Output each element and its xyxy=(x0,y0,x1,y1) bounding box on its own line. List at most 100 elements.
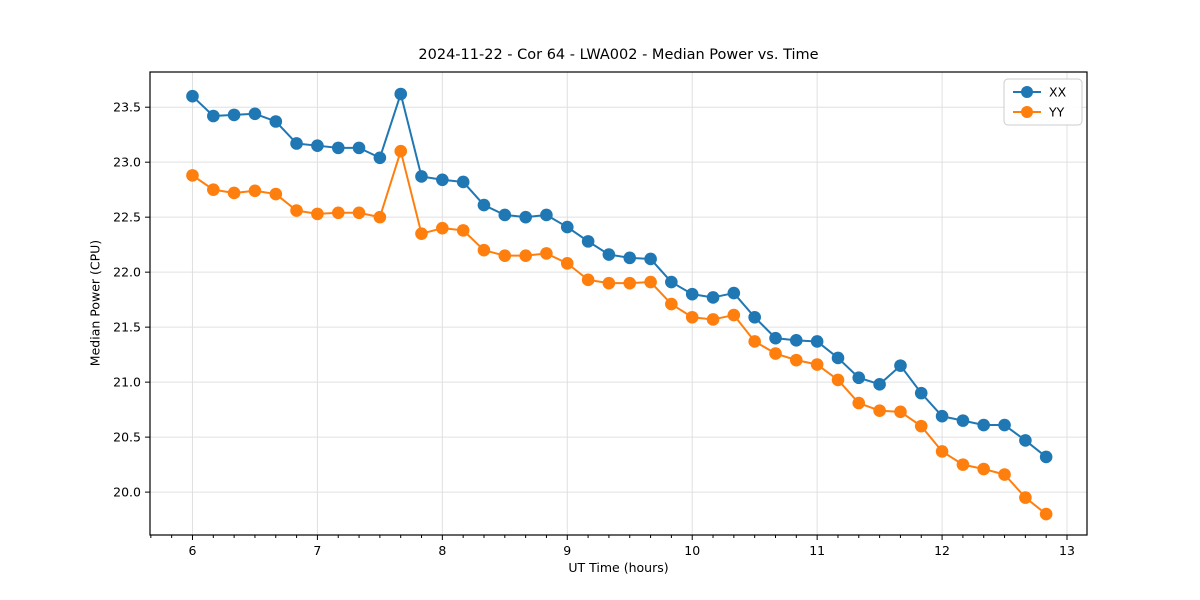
data-point xyxy=(456,224,470,237)
data-point xyxy=(415,170,428,183)
y-tick-label: 22.0 xyxy=(113,265,141,280)
y-tick-label: 21.5 xyxy=(113,320,141,335)
data-point xyxy=(1019,491,1032,504)
chart-title: 2024-11-22 - Cor 64 - LWA002 - Median Po… xyxy=(418,47,819,63)
data-point xyxy=(852,396,866,410)
data-point xyxy=(1019,434,1032,447)
data-point xyxy=(706,291,720,304)
data-point xyxy=(227,108,241,122)
data-point xyxy=(436,173,449,187)
data-point xyxy=(540,247,553,260)
data-point xyxy=(914,386,928,400)
data-point xyxy=(311,139,324,152)
legend-box xyxy=(1003,78,1083,126)
data-point xyxy=(810,358,824,371)
data-point xyxy=(540,208,553,222)
data-point xyxy=(998,468,1011,481)
data-point xyxy=(269,187,283,201)
data-point xyxy=(207,109,220,123)
data-point xyxy=(644,275,657,289)
x-tick-label: 13 xyxy=(1059,543,1075,558)
data-point xyxy=(977,418,990,432)
data-point xyxy=(227,186,241,200)
data-point xyxy=(998,418,1011,432)
data-point xyxy=(894,359,907,372)
y-tick-label: 22.5 xyxy=(113,210,141,225)
data-point xyxy=(352,206,366,220)
data-point xyxy=(602,276,616,290)
data-point xyxy=(706,313,720,326)
data-point xyxy=(373,151,387,165)
data-point xyxy=(685,287,699,301)
y-tick-label: 20.0 xyxy=(113,485,141,500)
x-tick-label: 11 xyxy=(809,543,825,558)
data-point xyxy=(207,183,220,196)
y-tick-label: 20.5 xyxy=(113,430,141,445)
data-point xyxy=(436,221,449,235)
data-point xyxy=(477,243,491,257)
data-point xyxy=(665,275,678,289)
data-point xyxy=(789,334,803,347)
data-point xyxy=(935,445,949,458)
data-point xyxy=(331,141,345,155)
data-point xyxy=(290,137,303,150)
data-point xyxy=(1039,450,1053,464)
data-point xyxy=(977,462,990,476)
data-point xyxy=(748,335,761,348)
y-tick-label: 21.0 xyxy=(113,375,141,390)
data-point xyxy=(269,115,283,128)
data-point xyxy=(831,351,845,365)
legend-marker xyxy=(1021,86,1033,98)
data-point xyxy=(394,87,408,101)
data-point xyxy=(498,249,512,262)
y-axis: 20.0 20.5 21.0 21.5 22.0 22.5 23.0 23.5 xyxy=(113,100,150,500)
data-point xyxy=(623,276,637,290)
x-tick-label: 10 xyxy=(684,543,700,558)
data-point xyxy=(560,220,574,234)
legend: XX YY xyxy=(1003,78,1083,126)
data-point xyxy=(477,198,491,212)
data-point xyxy=(290,204,303,217)
data-point xyxy=(769,347,782,360)
data-point xyxy=(248,107,262,121)
data-point xyxy=(810,335,824,348)
data-point xyxy=(373,210,387,224)
y-axis-label: Median Power (CPU) xyxy=(87,239,103,367)
x-tick-label: 8 xyxy=(438,543,446,558)
data-point xyxy=(644,252,657,266)
x-axis: 6 7 8 9 10 11 12 13 xyxy=(150,535,1075,558)
data-point xyxy=(914,419,928,433)
data-point xyxy=(519,210,532,224)
x-axis-label: UT Time (hours) xyxy=(568,560,669,575)
x-tick-label: 12 xyxy=(934,543,950,558)
legend-label: YY xyxy=(1048,105,1065,120)
data-point xyxy=(685,310,699,324)
x-tick-label: 9 xyxy=(563,543,571,558)
data-point xyxy=(311,207,324,221)
data-point xyxy=(769,331,782,345)
data-point xyxy=(852,371,866,385)
data-point xyxy=(581,273,595,287)
data-point xyxy=(560,257,574,270)
y-tick-label: 23.0 xyxy=(113,155,141,170)
data-point xyxy=(498,208,512,222)
data-point xyxy=(248,184,262,198)
legend-marker xyxy=(1021,106,1033,118)
x-tick-label: 6 xyxy=(189,543,197,558)
series-line xyxy=(191,150,1047,515)
plot-border xyxy=(149,71,1088,536)
data-point xyxy=(956,414,970,427)
data-point xyxy=(665,297,678,311)
data-point xyxy=(956,458,970,471)
y-tick-label: 23.5 xyxy=(113,100,141,115)
data-point xyxy=(623,251,637,265)
data-point xyxy=(748,310,761,324)
data-point xyxy=(602,248,616,261)
data-point xyxy=(873,378,886,391)
data-point xyxy=(394,144,408,158)
data-point xyxy=(415,227,428,240)
data-point xyxy=(873,404,886,418)
x-tick-label: 7 xyxy=(313,543,321,558)
data-point xyxy=(935,409,949,423)
